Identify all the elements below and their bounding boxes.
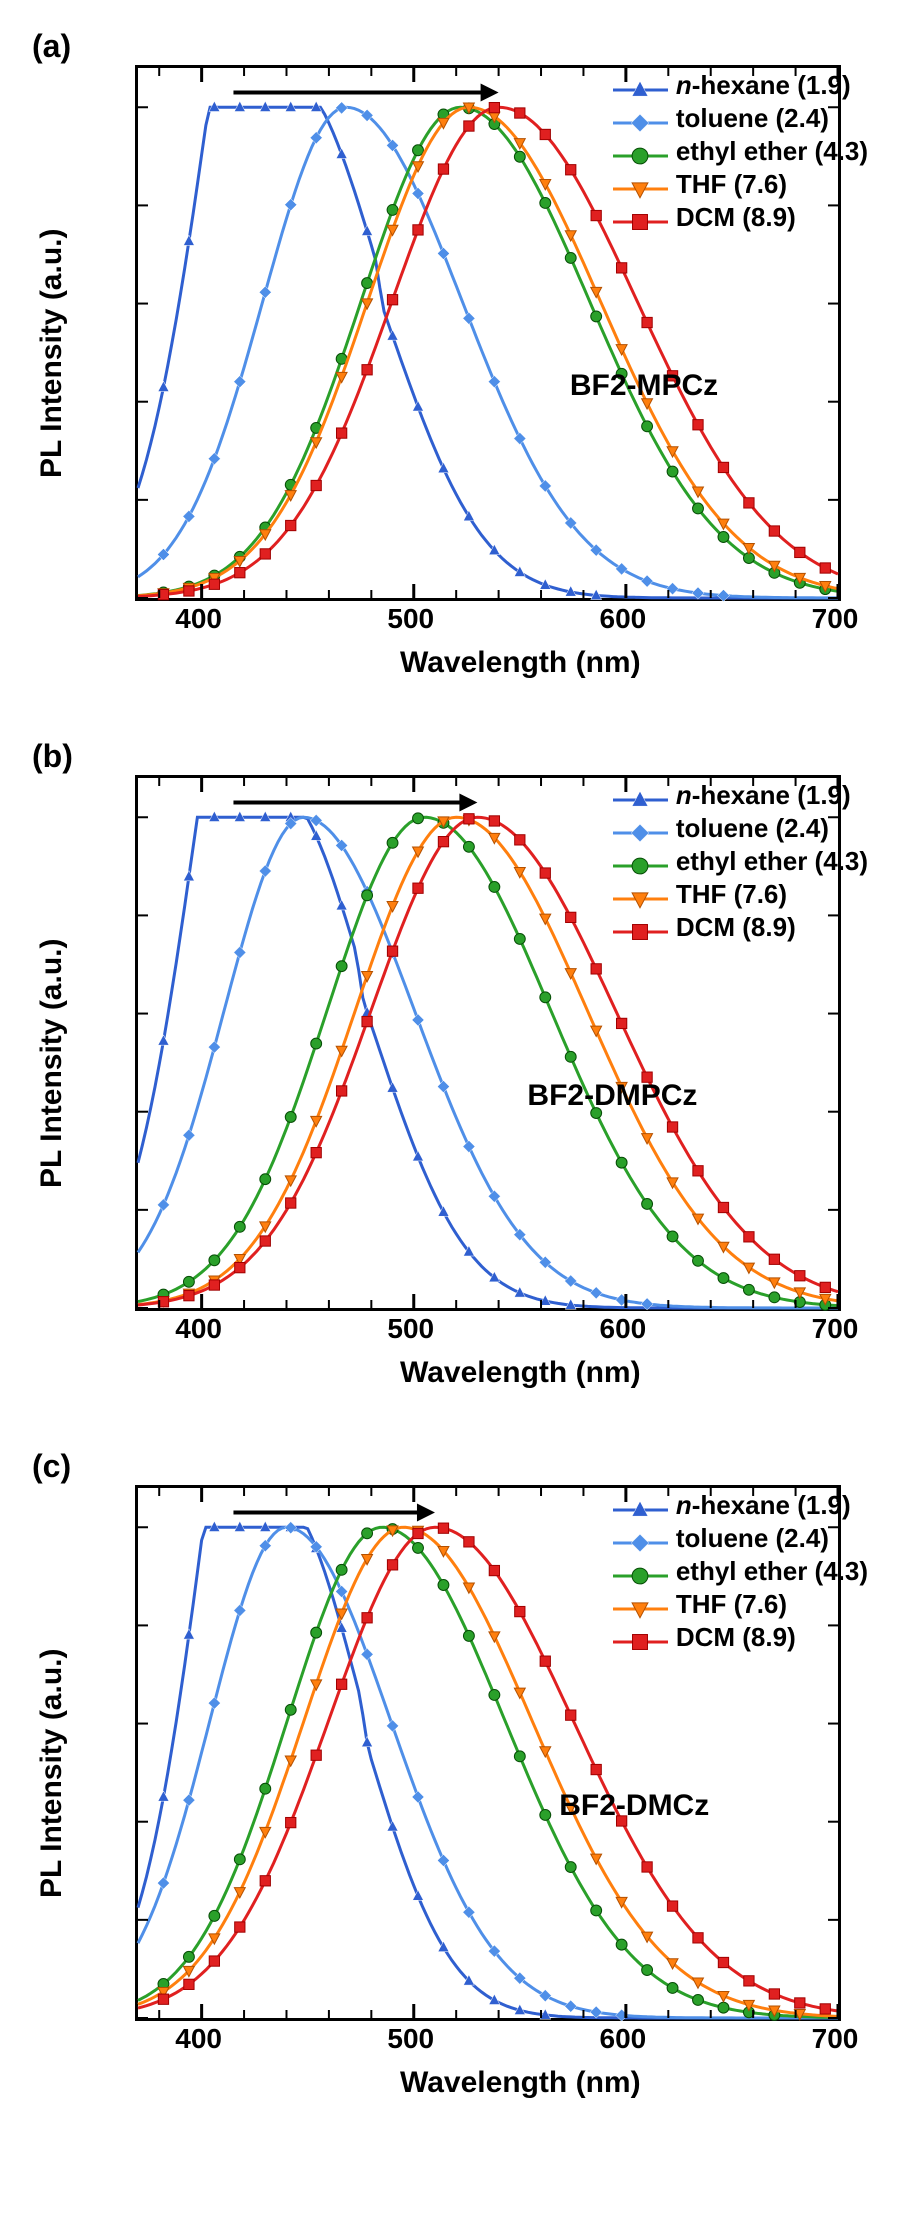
x-axis-label: Wavelength (nm) [400,1356,641,1390]
legend-label: DCM (8.9) [676,202,796,233]
xtick-label: 500 [387,603,434,635]
legend-label: THF (7.6) [676,879,787,910]
figure-container: (a) 400 500 600 700 PL Intensity (a.u.) Wavel… [0,0,900,2130]
legend-swatch [613,852,668,872]
legend-item: THF (7.6) [613,879,868,910]
legend-label: DCM (8.9) [676,1622,796,1653]
legend-item: DCM (8.9) [613,1622,868,1653]
legend-item: n-hexane (1.9) [613,780,868,811]
legend-item: n-hexane (1.9) [613,70,868,101]
legend-label: THF (7.6) [676,1589,787,1620]
legend-swatch [613,1595,668,1615]
legend-label: n-hexane (1.9) [676,780,851,811]
legend-item: toluene (2.4) [613,813,868,844]
legend-label: ethyl ether (4.3) [676,846,868,877]
compound-label: BF2-MPCz [570,369,718,403]
legend-item: toluene (2.4) [613,103,868,134]
legend: n-hexane (1.9) toluene (2.4) ethyl ether… [613,780,868,945]
legend-swatch [613,819,668,839]
xtick-label: 700 [812,2023,859,2055]
compound-label: BF2-DMPCz [527,1079,697,1113]
legend-label: toluene (2.4) [676,103,829,134]
panel-label: (a) [32,28,71,65]
legend-item: ethyl ether (4.3) [613,1556,868,1587]
legend-swatch [613,1628,668,1648]
legend-label: toluene (2.4) [676,813,829,844]
xtick-label: 600 [600,1313,647,1345]
legend: n-hexane (1.9) toluene (2.4) ethyl ether… [613,1490,868,1655]
legend-swatch [613,1496,668,1516]
xtick-label: 500 [387,2023,434,2055]
legend-item: ethyl ether (4.3) [613,136,868,167]
legend-label: ethyl ether (4.3) [676,1556,868,1587]
legend-label: n-hexane (1.9) [676,70,851,101]
xtick-label: 400 [175,603,222,635]
legend-label: toluene (2.4) [676,1523,829,1554]
legend-swatch [613,142,668,162]
panel-a: (a) 400 500 600 700 PL Intensity (a.u.) Wavel… [20,20,880,690]
panel-b: (b) 400 500 600 700 PL Intensity (a.u.) Wavel… [20,730,880,1400]
xtick-label: 600 [600,2023,647,2055]
legend-item: THF (7.6) [613,1589,868,1620]
xtick-label: 500 [387,1313,434,1345]
xtick-label: 400 [175,1313,222,1345]
legend-swatch [613,786,668,806]
legend-swatch [613,885,668,905]
legend-label: n-hexane (1.9) [676,1490,851,1521]
legend-swatch [613,1562,668,1582]
legend: n-hexane (1.9) toluene (2.4) ethyl ether… [613,70,868,235]
legend-item: ethyl ether (4.3) [613,846,868,877]
legend-item: n-hexane (1.9) [613,1490,868,1521]
xtick-label: 600 [600,603,647,635]
y-axis-label: PL Intensity (a.u.) [35,1649,69,1898]
legend-label: ethyl ether (4.3) [676,136,868,167]
legend-swatch [613,1529,668,1549]
panel-label: (c) [32,1448,71,1485]
legend-swatch [613,208,668,228]
xtick-label: 700 [812,1313,859,1345]
legend-item: toluene (2.4) [613,1523,868,1554]
legend-swatch [613,918,668,938]
legend-label: THF (7.6) [676,169,787,200]
y-axis-label: PL Intensity (a.u.) [35,939,69,1188]
legend-item: DCM (8.9) [613,912,868,943]
xtick-label: 400 [175,2023,222,2055]
legend-swatch [613,175,668,195]
legend-swatch [613,76,668,96]
legend-item: DCM (8.9) [613,202,868,233]
xtick-label: 700 [812,603,859,635]
y-axis-label: PL Intensity (a.u.) [35,229,69,478]
x-axis-label: Wavelength (nm) [400,2066,641,2100]
legend-item: THF (7.6) [613,169,868,200]
compound-label: BF2-DMCz [559,1789,709,1823]
panel-c: (c) 400 500 600 700 PL Intensity (a.u.) Wavel… [20,1440,880,2110]
panel-label: (b) [32,738,73,775]
legend-swatch [613,109,668,129]
legend-label: DCM (8.9) [676,912,796,943]
x-axis-label: Wavelength (nm) [400,646,641,680]
